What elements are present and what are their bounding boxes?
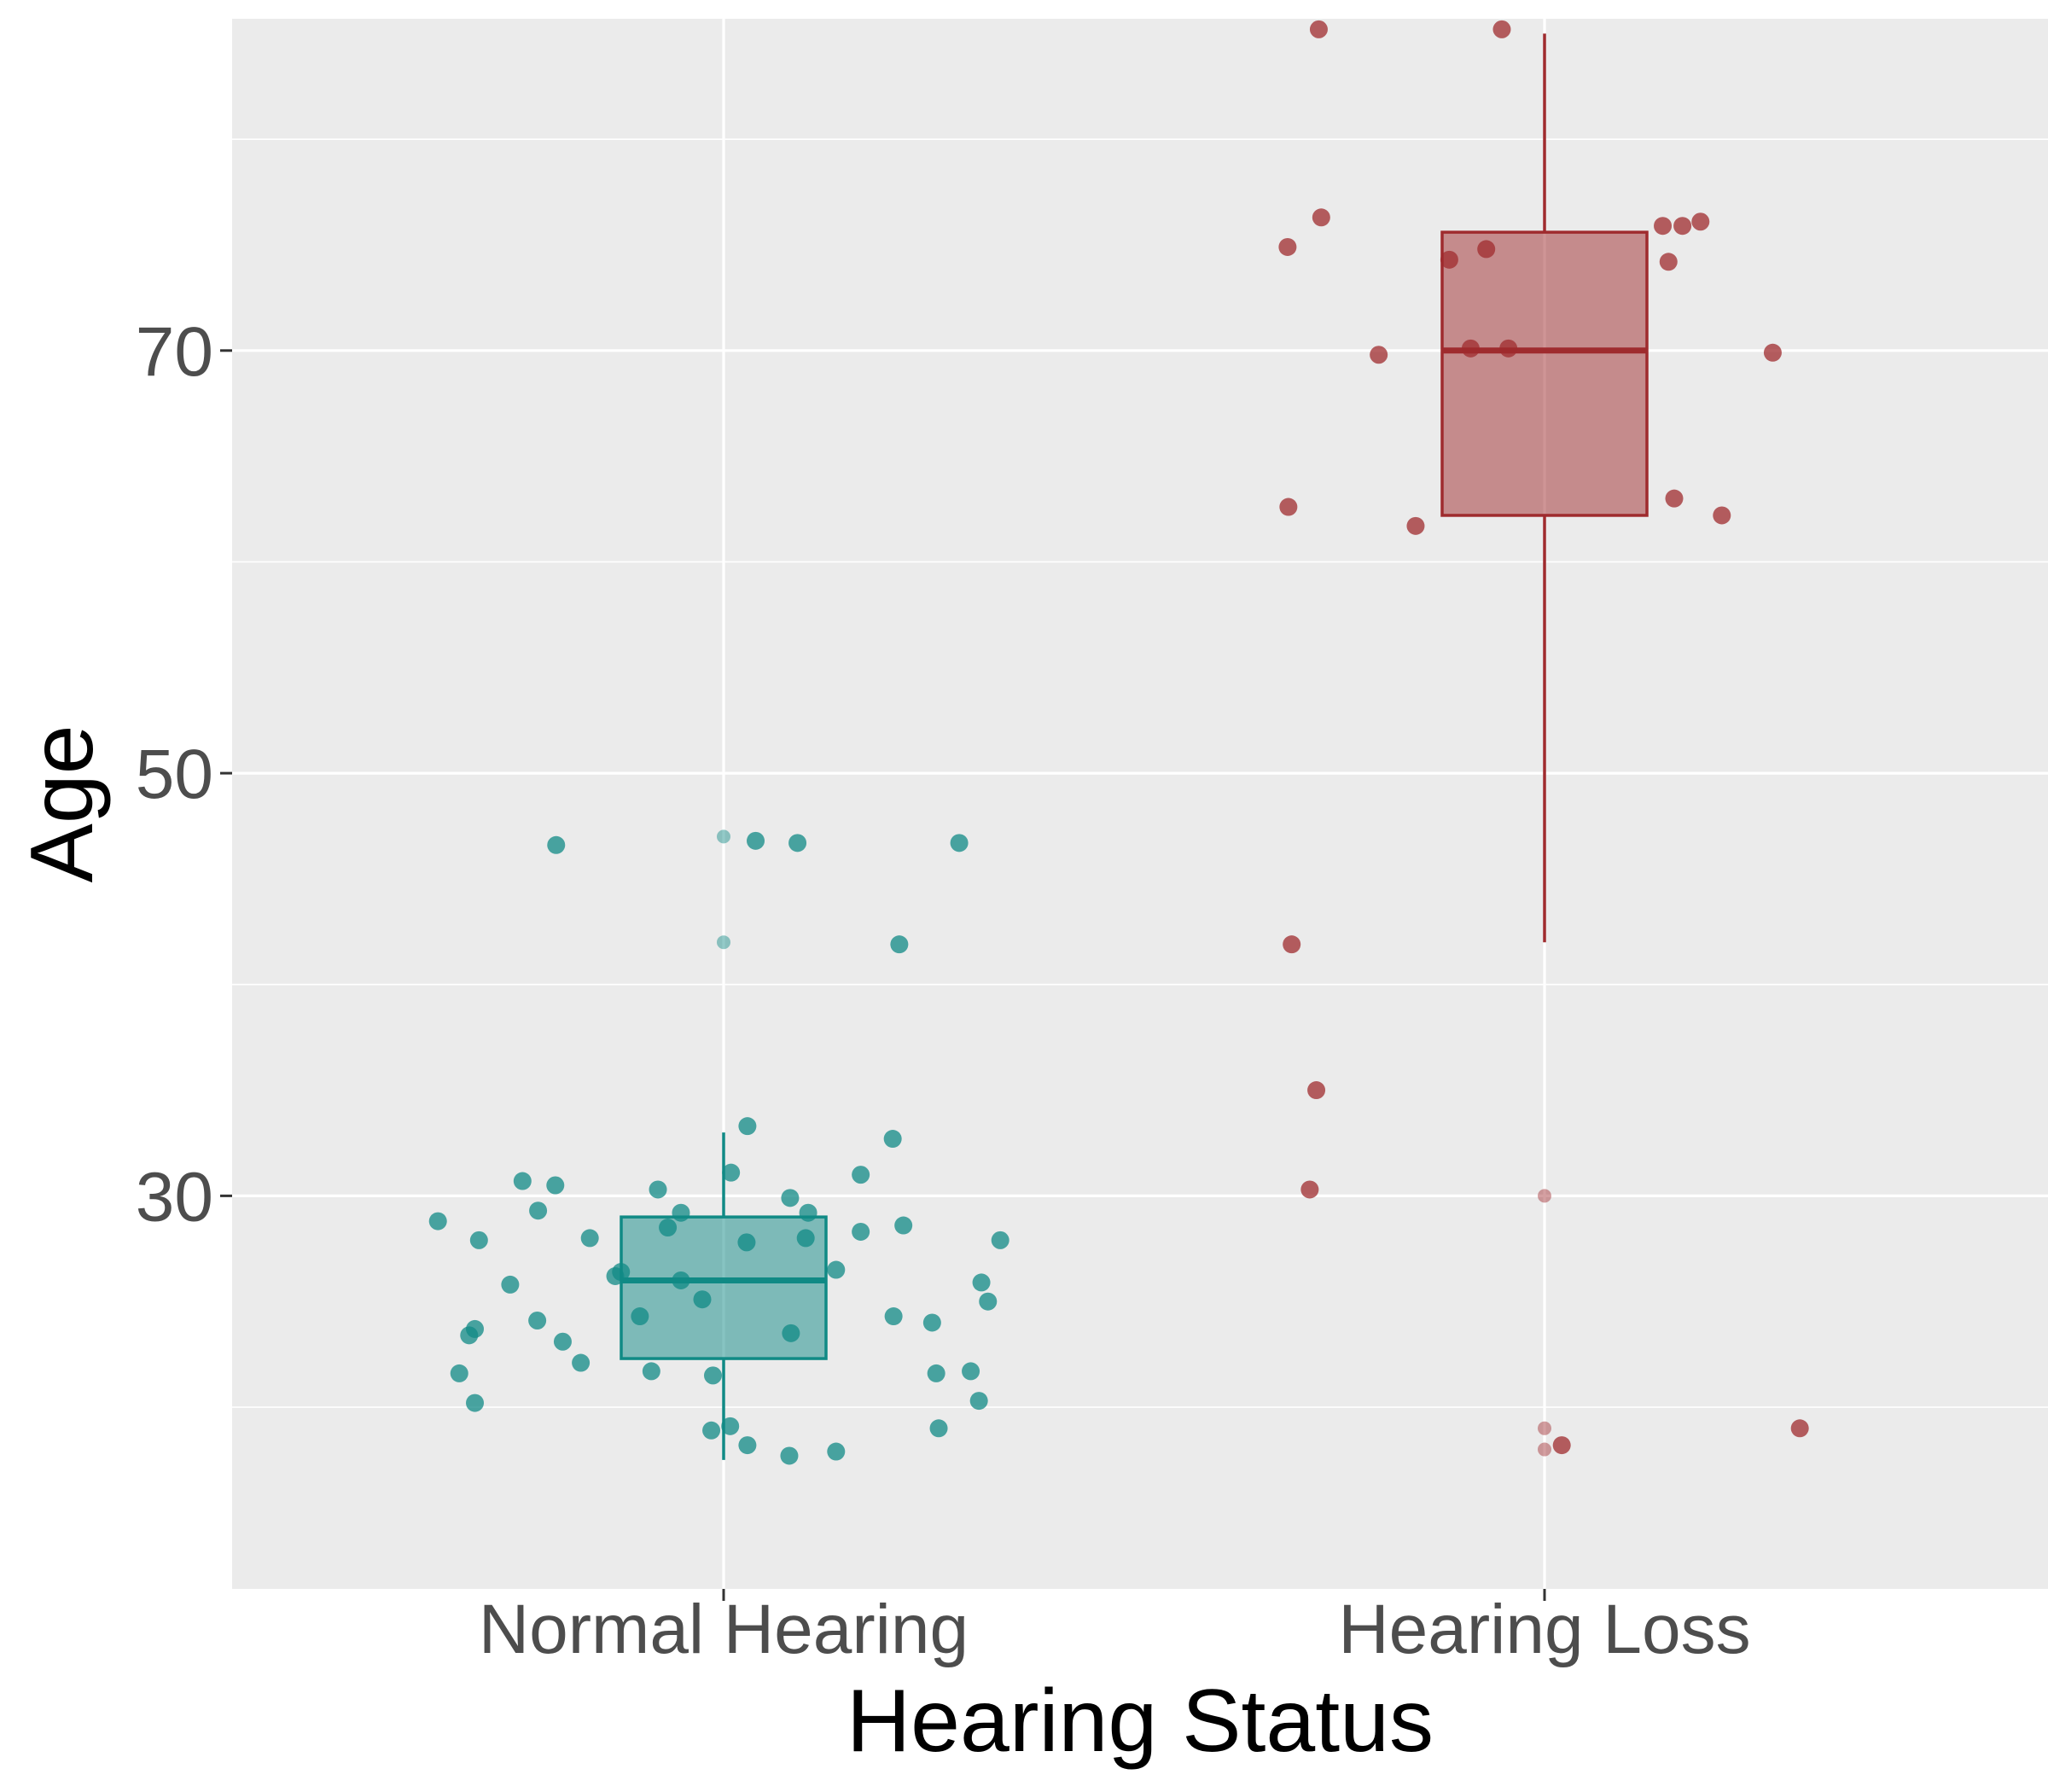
jitter-point xyxy=(450,1364,468,1382)
jitter-point xyxy=(1492,20,1511,38)
jitter-point xyxy=(672,1203,690,1222)
jitter-point xyxy=(631,1307,649,1326)
jitter-point xyxy=(962,1362,980,1381)
jitter-point xyxy=(1307,1081,1326,1100)
y-axis-title: Age xyxy=(13,724,112,882)
jitter-point xyxy=(703,1366,722,1385)
jitter-point xyxy=(466,1393,485,1412)
jitter-point xyxy=(1665,489,1684,508)
jitter-point xyxy=(1283,935,1301,954)
jitter-point xyxy=(513,1172,532,1190)
jitter-point xyxy=(1654,217,1673,236)
jitter-point xyxy=(788,834,807,852)
jitter-point xyxy=(721,1417,740,1435)
jitter-point xyxy=(927,1364,945,1382)
jitter-point xyxy=(469,1231,488,1249)
jitter-point xyxy=(1406,516,1425,535)
jitter-point xyxy=(649,1180,667,1199)
jitter-point xyxy=(781,1189,800,1207)
jitter-point xyxy=(1309,20,1328,38)
outlier-point xyxy=(1538,1421,1551,1435)
outlier-point xyxy=(1538,1442,1551,1457)
x-tick-label: Normal Hearing xyxy=(479,1591,969,1668)
jitter-point xyxy=(612,1263,631,1282)
jitter-point xyxy=(884,1307,903,1326)
jitter-point xyxy=(929,1419,948,1438)
jitter-point xyxy=(546,1176,565,1195)
jitter-point xyxy=(1461,339,1480,358)
jitter-point xyxy=(528,1311,547,1329)
jitter-point xyxy=(501,1275,520,1294)
jitter-point xyxy=(1279,497,1298,516)
jitter-point xyxy=(852,1166,870,1184)
box-body xyxy=(1440,230,1649,517)
jitter-point xyxy=(780,1446,799,1465)
jitter-point xyxy=(738,1117,757,1136)
jitter-point xyxy=(460,1326,479,1345)
jitter-point xyxy=(969,1392,988,1411)
plot-panel xyxy=(232,19,2048,1589)
jitter-point xyxy=(796,1229,815,1248)
y-tick-label: 30 xyxy=(136,1158,213,1236)
jitter-point xyxy=(747,831,765,850)
jitter-point xyxy=(890,935,909,954)
jitter-point xyxy=(572,1353,591,1372)
x-axis-title: Hearing Status xyxy=(847,1672,1434,1771)
axis-layer: 30 50 70 Normal Hearing Hearing Loss xyxy=(136,313,1751,1668)
jitter-point xyxy=(737,1233,756,1252)
jitter-point xyxy=(659,1219,678,1237)
jitter-point xyxy=(428,1212,447,1231)
jitter-point xyxy=(580,1229,599,1248)
jitter-point xyxy=(672,1271,690,1289)
jitter-point xyxy=(1300,1180,1319,1199)
jitter-point xyxy=(1278,237,1297,256)
jitter-point xyxy=(1552,1436,1571,1455)
jitter-point xyxy=(883,1130,902,1149)
jitter-point xyxy=(1673,217,1692,236)
jitter-point xyxy=(799,1203,817,1222)
jitter-point xyxy=(1763,343,1782,362)
jitter-point xyxy=(1691,212,1710,231)
jitter-point xyxy=(722,1163,741,1182)
point-layer xyxy=(428,20,1809,1465)
jitter-point xyxy=(827,1260,846,1279)
outlier-point xyxy=(1538,1189,1551,1203)
jitter-point xyxy=(1477,240,1496,259)
jitter-point xyxy=(991,1231,1009,1249)
jitter-point xyxy=(642,1362,660,1381)
jitter-point xyxy=(1370,346,1388,364)
jitter-point xyxy=(693,1290,712,1309)
jitter-point xyxy=(782,1324,800,1342)
jitter-point xyxy=(1312,208,1330,227)
y-tick-label: 70 xyxy=(136,313,213,391)
jitter-point xyxy=(852,1222,870,1241)
jitter-point xyxy=(979,1292,998,1311)
jitter-point xyxy=(922,1313,941,1332)
jitter-point xyxy=(894,1216,913,1235)
outlier-point xyxy=(717,935,730,950)
y-tick-label: 50 xyxy=(136,736,213,813)
jitter-point xyxy=(1790,1419,1809,1438)
x-tick-label: Hearing Loss xyxy=(1338,1591,1750,1668)
jitter-point xyxy=(1499,339,1518,358)
jitter-point xyxy=(553,1332,572,1351)
jitter-point xyxy=(972,1273,991,1292)
jitter-point xyxy=(738,1436,757,1455)
jitter-point xyxy=(950,834,969,852)
jitter-point xyxy=(702,1421,721,1440)
jitter-point xyxy=(529,1201,548,1220)
jitter-point xyxy=(1713,506,1731,525)
outlier-point xyxy=(717,829,730,844)
jitter-point xyxy=(547,835,566,854)
jitter-point xyxy=(1659,253,1678,271)
jitter-point xyxy=(827,1442,846,1461)
jitter-point xyxy=(1440,250,1458,269)
